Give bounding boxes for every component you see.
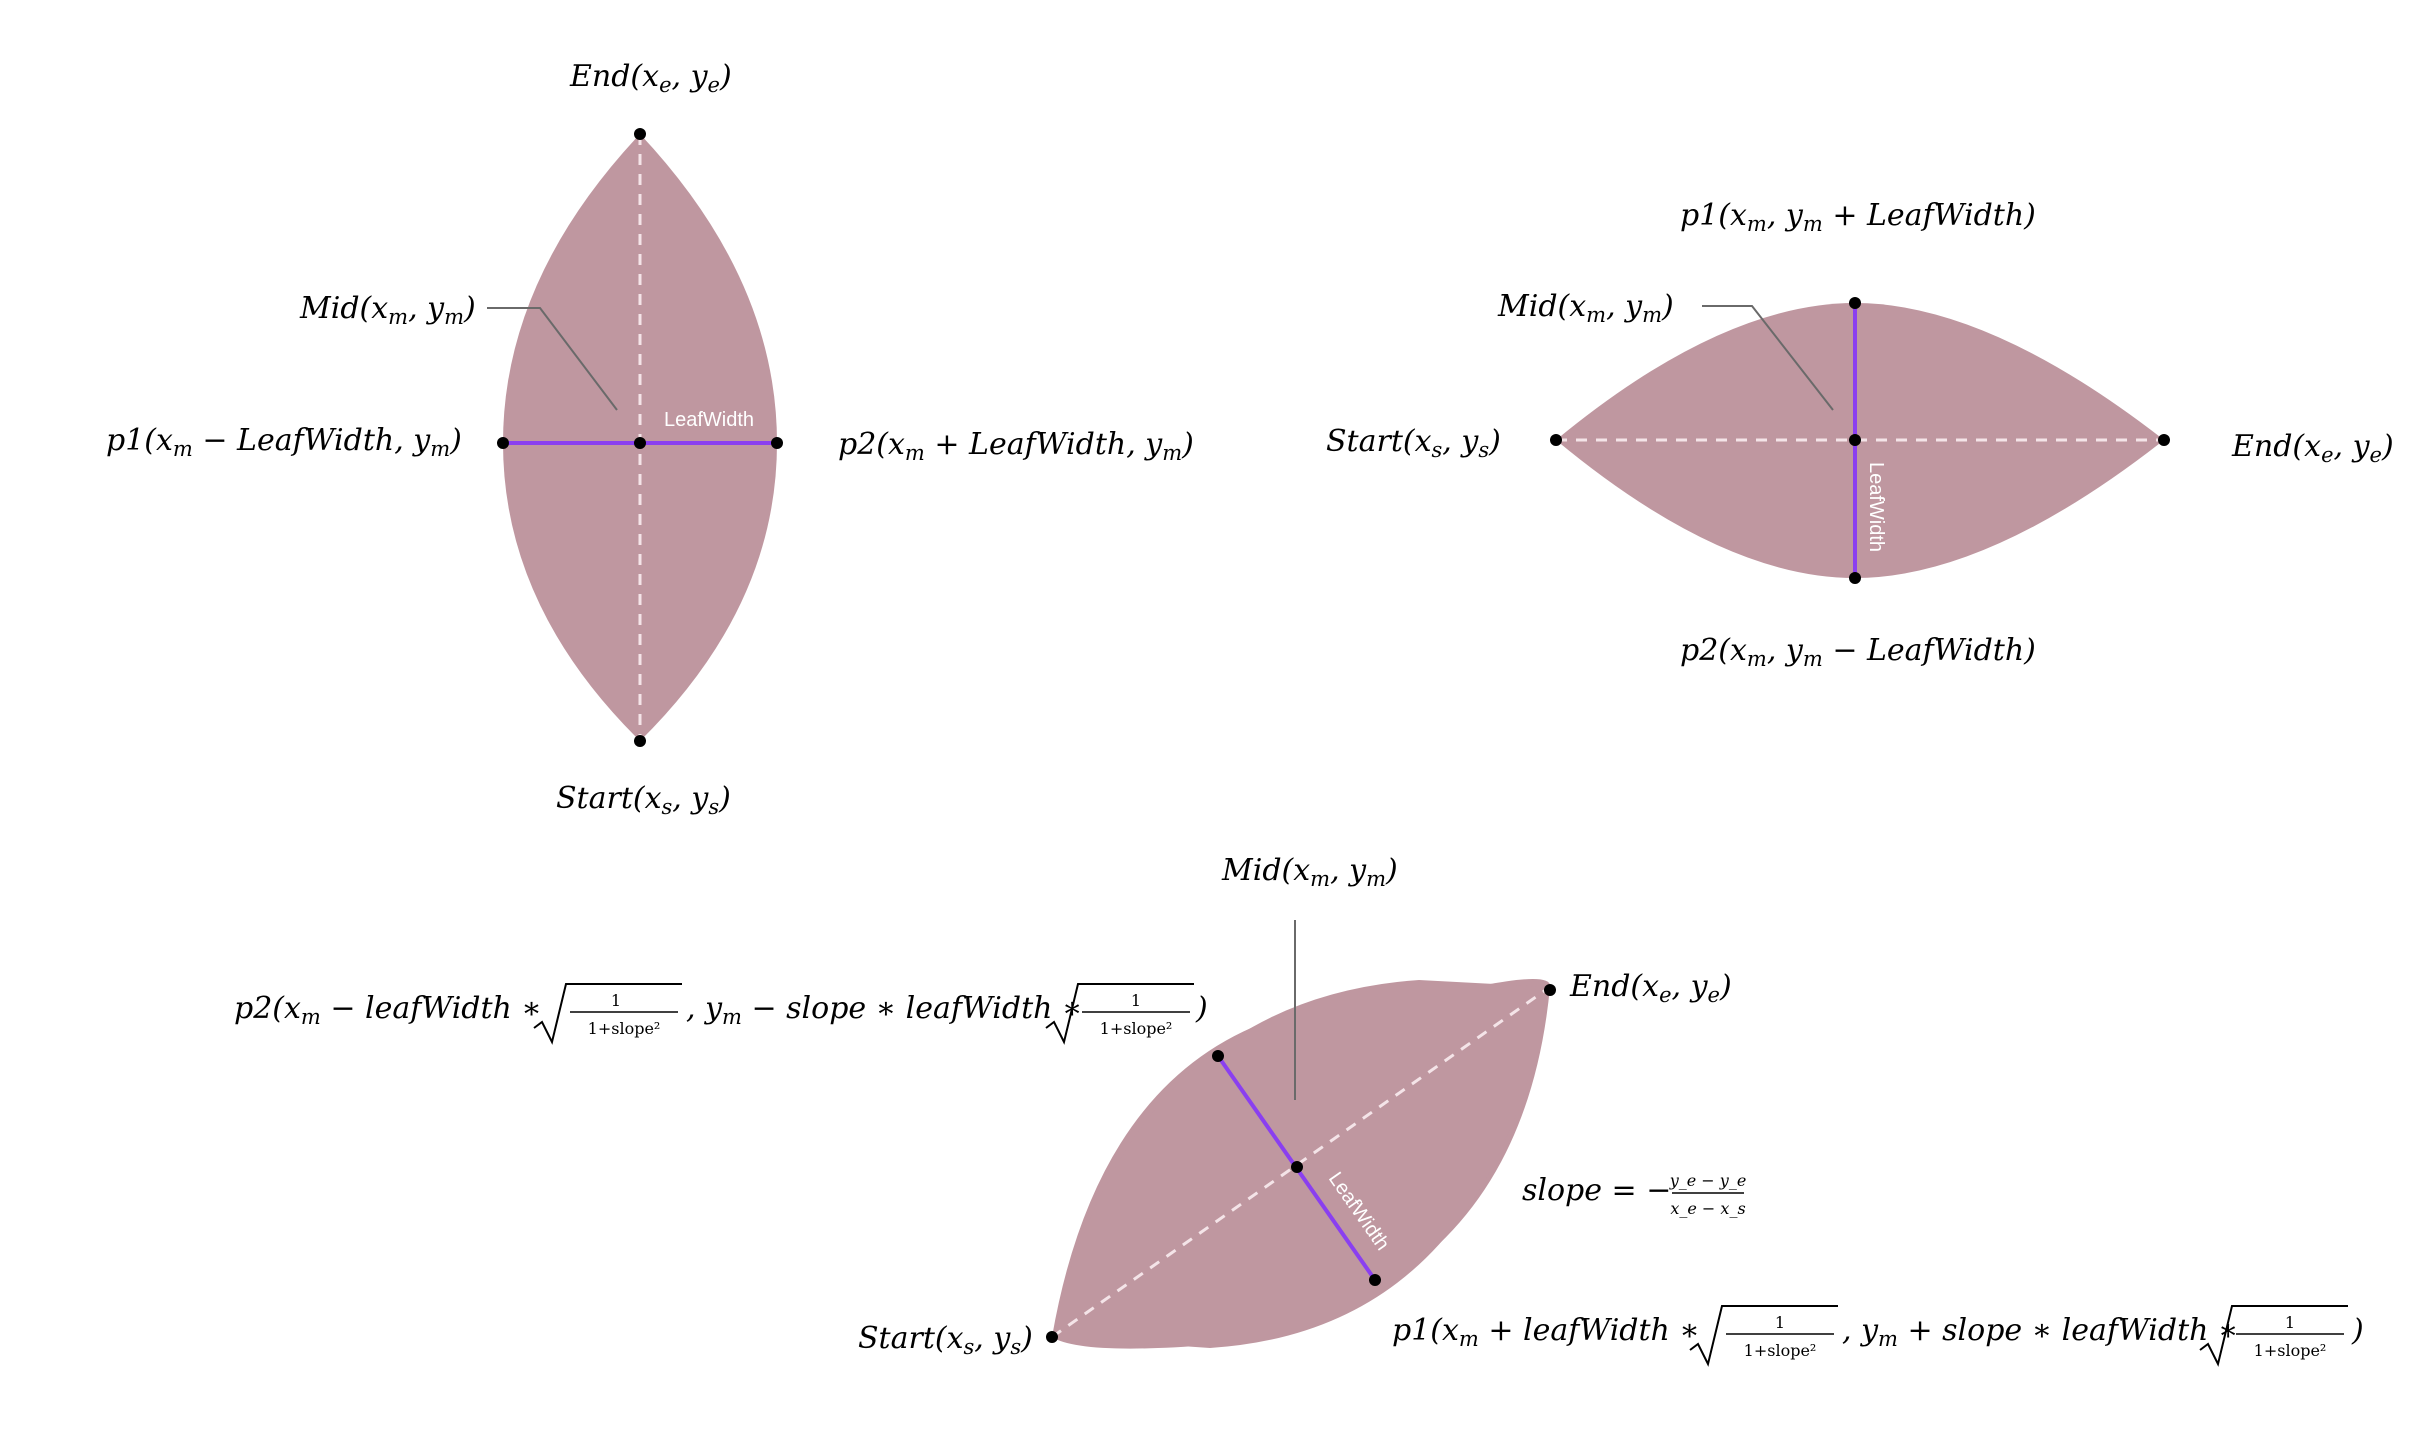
diagonal-p1-text-b: , ym + slope ∗ leafWidth ∗ — [1842, 1313, 2238, 1351]
vertical-mid-label: Mid(xm, ym) — [299, 291, 476, 329]
horizontal-mid-leader — [1702, 305, 1834, 411]
diagonal-p2-formula: p2(xm − leafWidth ∗ 1 1+slope² , ym − sl… — [234, 983, 1208, 1045]
vertical-p2-point — [771, 437, 783, 449]
vertical-leaf-diagram: LeafWidth End(xe, ye) Start(xs, ys) Mid(… — [106, 59, 1194, 819]
vertical-start-label: Start(xs, ys) — [556, 781, 731, 819]
diagonal-start-label: Start(xs, ys) — [858, 1321, 1033, 1359]
vertical-p1-point — [497, 437, 509, 449]
diagonal-p2-frac1-den: 1+slope² — [588, 1019, 661, 1038]
diagonal-p1-close: ) — [2351, 1313, 2364, 1348]
diagonal-p1-frac2-num: 1 — [2285, 1313, 2295, 1332]
horizontal-mid-label: Mid(xm, ym) — [1497, 289, 1674, 327]
diagonal-mid-point — [1291, 1161, 1303, 1173]
vertical-end-point — [634, 128, 646, 140]
diagonal-slope-label: slope = − — [1522, 1173, 1671, 1208]
diagonal-p1-frac1-den: 1+slope² — [1744, 1341, 1817, 1360]
vertical-start-point — [634, 735, 646, 747]
diagonal-p2-frac1-num: 1 — [611, 991, 621, 1010]
diagonal-p1-sqrt-2 — [2199, 1305, 2348, 1367]
diagonal-start-point — [1046, 1331, 1058, 1343]
diagonal-p1-frac2-den: 1+slope² — [2254, 1341, 2327, 1360]
horizontal-leaf-diagram: LeafWidth p1(xm, ym + LeafWidth) p2(xm, … — [1326, 198, 2394, 671]
diagonal-p2-frac2-num: 1 — [1131, 991, 1141, 1010]
diagonal-mid-label: Mid(xm, ym) — [1221, 853, 1398, 891]
diagonal-slope-num: y_e − y_e — [1669, 1171, 1747, 1190]
diagonal-p2-text-a: p2(xm − leafWidth ∗ — [234, 991, 542, 1029]
diagonal-p1-point — [1369, 1274, 1381, 1286]
diagonal-p2-frac2-den: 1+slope² — [1100, 1019, 1173, 1038]
diagonal-p2-sqrt-1 — [533, 983, 682, 1045]
diagonal-p1-text-a: p1(xm + leafWidth ∗ — [1392, 1313, 1700, 1351]
horizontal-end-label: End(xe, ye) — [2231, 429, 2394, 467]
diagonal-leaf-diagram: LeafWidth Mid(xm, ym) End(xe, ye) Start(… — [234, 853, 2364, 1367]
diagonal-p2-point — [1212, 1050, 1224, 1062]
diagonal-p1-sqrt-1 — [1689, 1305, 1838, 1367]
diagonal-p2-text-b: , ym − slope ∗ leafWidth ∗ — [686, 991, 1082, 1029]
vertical-end-label: End(xe, ye) — [569, 59, 732, 97]
horizontal-p1-label: p1(xm, ym + LeafWidth) — [1680, 198, 2036, 236]
diagonal-end-point — [1544, 984, 1556, 996]
horizontal-p2-point — [1849, 572, 1861, 584]
horizontal-mid-point — [1849, 434, 1861, 446]
diagonal-slope-formula: slope = − y_e − y_e x_e − x_s — [1522, 1171, 1746, 1218]
horizontal-start-point — [1550, 434, 1562, 446]
horizontal-p1-point — [1849, 297, 1861, 309]
diagonal-p2-sqrt-2 — [1045, 983, 1194, 1045]
diagonal-slope-den: x_e − x_s — [1670, 1199, 1745, 1218]
vertical-p1-label: p1(xm − LeafWidth, ym) — [106, 423, 462, 461]
diagonal-p1-frac1-num: 1 — [1775, 1313, 1785, 1332]
diagonal-end-label: End(xe, ye) — [1569, 969, 1732, 1007]
horizontal-p2-label: p2(xm, ym − LeafWidth) — [1680, 633, 2036, 671]
horizontal-leafwidth-label: LeafWidth — [1865, 462, 1887, 552]
vertical-mid-leader — [487, 307, 618, 411]
vertical-p2-label: p2(xm + LeafWidth, ym) — [838, 427, 1194, 465]
diagonal-p1-formula: p1(xm + leafWidth ∗ 1 1+slope² , ym + sl… — [1392, 1305, 2364, 1367]
diagonal-p2-close: ) — [1195, 991, 1208, 1026]
horizontal-start-label: Start(xs, ys) — [1326, 424, 1501, 462]
vertical-mid-point — [634, 437, 646, 449]
vertical-leafwidth-label: LeafWidth — [664, 409, 754, 431]
diagonal-leaf-axis — [1051, 985, 1551, 1339]
horizontal-end-point — [2158, 434, 2170, 446]
